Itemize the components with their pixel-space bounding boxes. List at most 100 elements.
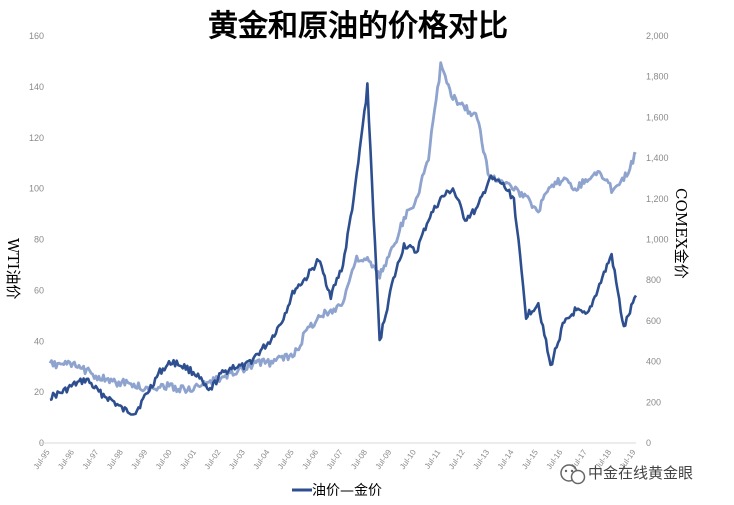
gold-point [330,310,332,312]
gold-point [86,370,88,372]
oil-point [550,366,552,368]
oil-point [611,254,613,256]
gold-point [367,259,369,261]
gold-point [538,208,540,210]
oil-point [623,328,625,330]
oil-point [110,399,112,401]
y-tick-label: 60 [34,285,44,295]
oil-point [281,320,283,322]
oil-point [74,384,76,386]
watermark: 中金在线黄金眼 [560,464,693,485]
oil-point [391,284,393,286]
right-axis-ticks: 0 200 400 600 800 1,000 1,200 1,400 1,600 1,800 2,… [646,31,669,448]
gold-point [611,188,613,190]
gold-point [110,381,112,383]
oil-point [86,379,88,381]
gold-point [306,330,308,332]
oil-point [476,208,478,210]
gold-point [464,106,466,108]
oil-point [354,188,356,190]
gold-point [49,364,51,366]
oil-point [220,374,222,376]
y-tick-label: 140 [29,82,44,92]
gold-point [98,376,100,378]
gold-point [159,384,161,386]
y2-tick-label: 200 [646,397,661,407]
gold-point [623,178,625,180]
gold-point [196,387,198,389]
x-tick-label: Jul-04 [252,448,272,471]
x-tick-label: Jul-00 [154,448,174,471]
gold-point [452,96,454,98]
x-tick-label: Jul-01 [178,448,198,471]
x-tick-label: Jul-98 [105,448,125,471]
y2-axis-label: COMEX金价 [672,188,690,279]
gold-point [513,188,515,190]
x-tick-label: Jul-02 [203,448,223,471]
y2-tick-label: 1,600 [646,112,669,122]
gold-point [354,259,356,261]
gold-point [135,384,137,386]
gold-point [318,316,320,318]
oil-point [452,188,454,190]
x-tick-label: Jul-05 [276,448,296,471]
gold-point [122,382,124,384]
oil-point [257,353,259,355]
gold-point [501,178,503,180]
oil-point [538,302,540,304]
gold-point [183,388,185,390]
oil-point [232,366,234,368]
x-tick-label: Jul-06 [300,448,320,471]
x-tick-label: Jul-97 [81,448,101,471]
oil-point [208,391,210,393]
gold-point [232,371,234,373]
x-tick-label: Jul-12 [447,448,467,471]
x-tick-label: Jul-03 [227,448,247,471]
gold-point [550,188,552,190]
gold-point [428,157,430,159]
gold-point [269,362,271,364]
x-tick-label: Jul-11 [423,448,443,471]
oil-point [306,277,308,279]
oil-point [379,340,381,342]
oil-point [147,391,149,393]
oil-point [367,86,369,88]
gold-point [208,381,210,383]
oil-point [574,310,576,312]
oil-point [49,396,51,398]
oil-point [196,374,198,376]
oil-point [513,198,515,200]
oil-point [159,371,161,373]
gold-point [257,361,259,363]
x-tick-label: Jul-10 [398,448,418,471]
oil-point [489,178,491,180]
gold-point [391,249,393,251]
y-tick-label: 120 [29,133,44,143]
oil-point [330,295,332,297]
gold-point [61,363,63,365]
y2-tick-label: 1,800 [646,72,669,82]
gold-point [635,153,637,155]
y-tick-label: 20 [34,387,44,397]
oil-point [183,366,185,368]
y2-tick-label: 2,000 [646,31,669,41]
oil-point [318,259,320,261]
gold-point [586,178,588,180]
legend: 油价—金价 [292,483,382,499]
gold-point [220,378,222,380]
x-tick-label: Jul-16 [545,448,565,471]
x-tick-label: Jul-13 [471,448,491,471]
gold-point [403,218,405,220]
gold-point [379,275,381,277]
oil-point [245,366,247,368]
oil-point [525,315,527,317]
x-tick-label: Jul-99 [129,448,149,471]
y2-tick-label: 400 [646,357,661,367]
gold-point [562,178,564,180]
oil-point [342,264,344,266]
y2-tick-label: 600 [646,316,661,326]
gold-point [415,198,417,200]
y-tick-label: 100 [29,184,44,194]
y-tick-label: 80 [34,235,44,245]
